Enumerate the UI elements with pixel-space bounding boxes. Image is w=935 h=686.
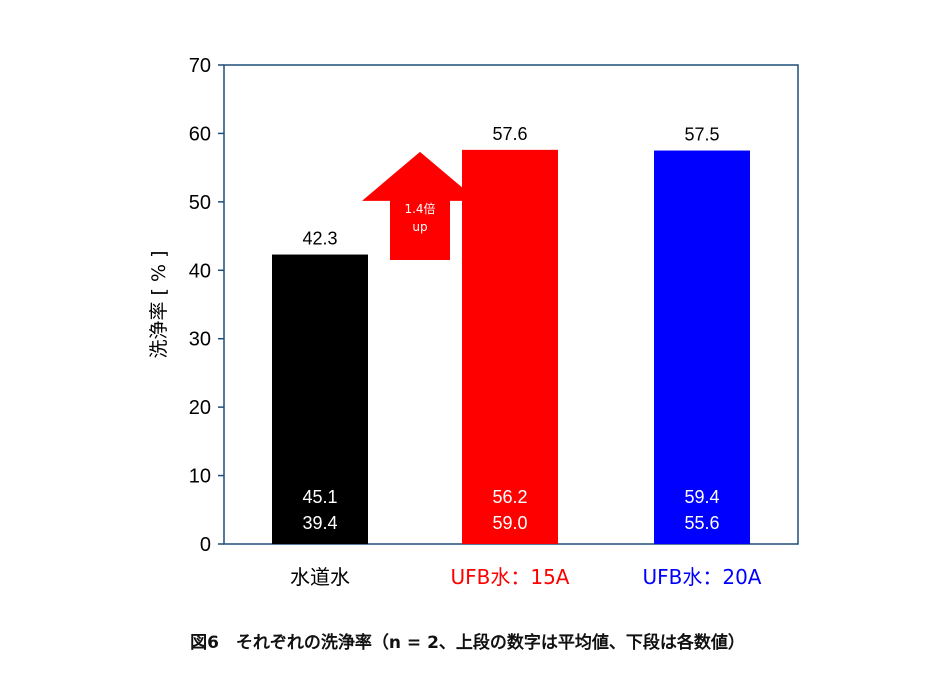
arrow-annotation-label: 1.4倍 — [404, 201, 435, 216]
y-tick-label: 30 — [189, 329, 211, 351]
y-tick-label: 0 — [200, 534, 211, 556]
bar-individual-value: 59.4 — [684, 487, 719, 507]
x-category-label: UFB水：15A — [451, 565, 570, 589]
bar — [654, 150, 750, 545]
arrow-annotation-label: up — [412, 220, 427, 234]
x-category-label: UFB水：20A — [643, 565, 762, 589]
y-tick-label: 60 — [189, 123, 211, 145]
bar-individual-value: 55.6 — [684, 513, 719, 533]
bar-value-label: 42.3 — [302, 229, 337, 249]
bar — [272, 254, 368, 544]
y-tick-label: 20 — [189, 397, 211, 419]
bar-individual-value: 56.2 — [492, 487, 527, 507]
x-category-label: 水道水 — [290, 565, 350, 589]
y-tick-label: 50 — [189, 192, 211, 214]
bar-individual-value: 39.4 — [302, 513, 337, 533]
y-tick-label: 40 — [189, 260, 211, 282]
up-arrow-icon — [362, 151, 478, 261]
figure-caption: 図6 それぞれの洗浄率（n = 2、上段の数字は平均値、下段は各数値） — [190, 633, 745, 653]
bar-individual-value: 59.0 — [492, 513, 527, 533]
bar-value-label: 57.6 — [492, 124, 527, 144]
bar-individual-value: 45.1 — [302, 487, 337, 507]
bar-chart: 0 10 20 30 40 50 60 70 洗浄率 [ % ] 42.3 45.1 39.4 水道水 5… — [148, 55, 799, 589]
y-axis-label: 洗浄率 [ % ] — [148, 251, 170, 359]
y-tick-label: 10 — [189, 466, 211, 488]
bar-value-label: 57.5 — [684, 125, 719, 145]
y-tick-label: 70 — [189, 55, 211, 77]
bar — [462, 149, 558, 544]
